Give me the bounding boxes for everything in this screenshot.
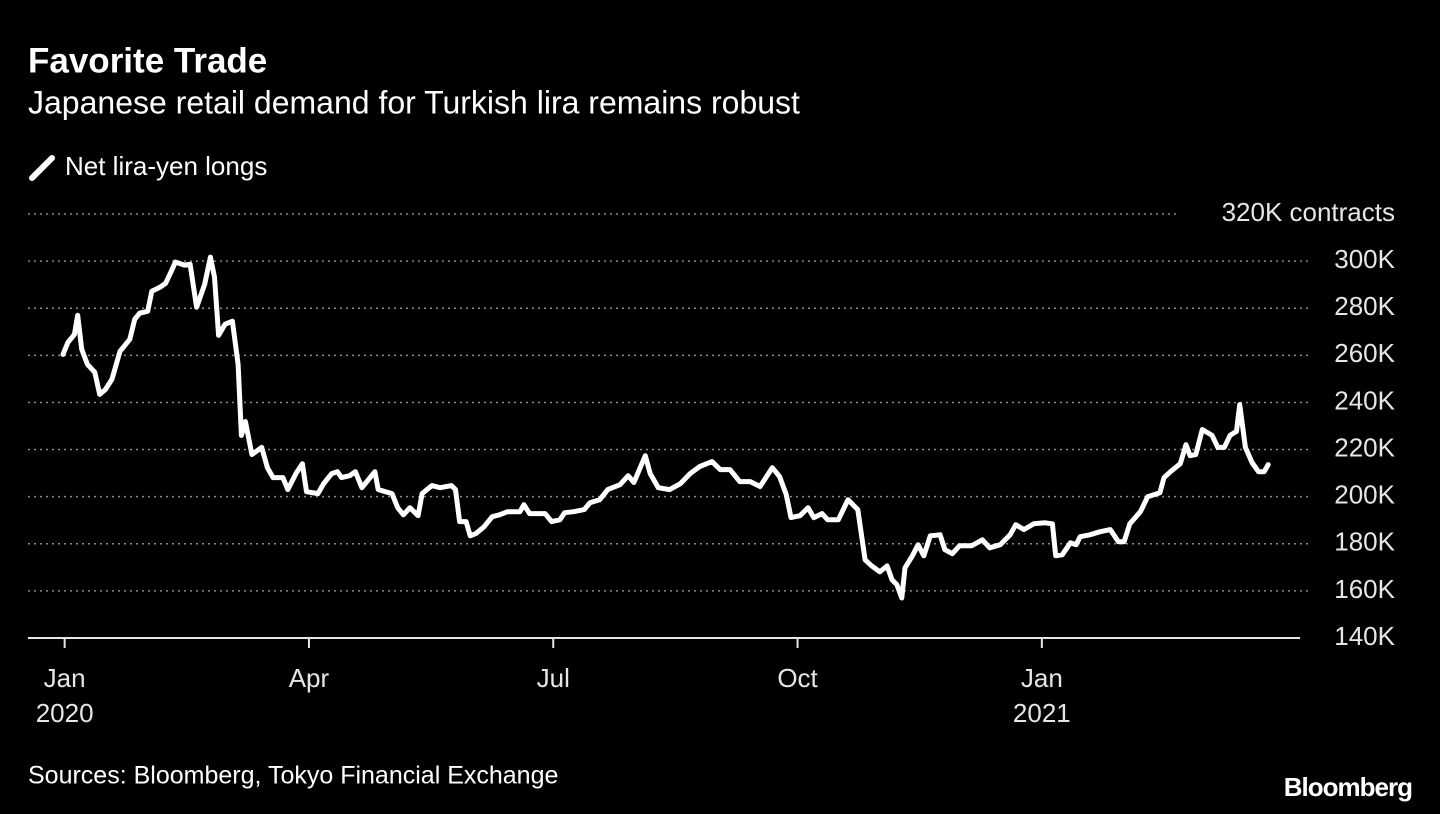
x-year-label: 2021 — [1013, 698, 1071, 728]
y-tick-label: 320K contracts — [1222, 197, 1395, 227]
data-line — [60, 254, 1271, 601]
x-tick-label: Jan — [1021, 663, 1063, 693]
y-tick-label: 140K — [1334, 621, 1395, 651]
chart-subtitle: Japanese retail demand for Turkish lira … — [28, 84, 800, 120]
x-tick-label: Jul — [537, 663, 570, 693]
x-year-label: 2020 — [36, 698, 94, 728]
legend-swatch — [29, 155, 55, 181]
y-tick-label: 260K — [1334, 338, 1395, 368]
y-tick-label: 300K — [1334, 244, 1395, 274]
y-tick-label: 280K — [1334, 291, 1395, 321]
chart-title: Favorite Trade — [28, 41, 267, 80]
brand-logo: Bloomberg — [1284, 772, 1412, 802]
legend-label: Net lira-yen longs — [65, 151, 267, 181]
x-tick-label: Jan — [44, 663, 86, 693]
y-tick-label: 180K — [1334, 527, 1395, 557]
y-tick-label: 160K — [1334, 574, 1395, 604]
source-note: Sources: Bloomberg, Tokyo Financial Exch… — [28, 762, 558, 790]
y-tick-label: 220K — [1334, 432, 1395, 462]
x-tick-label: Oct — [777, 663, 818, 693]
y-tick-label: 240K — [1334, 385, 1395, 415]
y-tick-label: 200K — [1334, 480, 1395, 510]
x-tick-label: Apr — [289, 663, 330, 693]
